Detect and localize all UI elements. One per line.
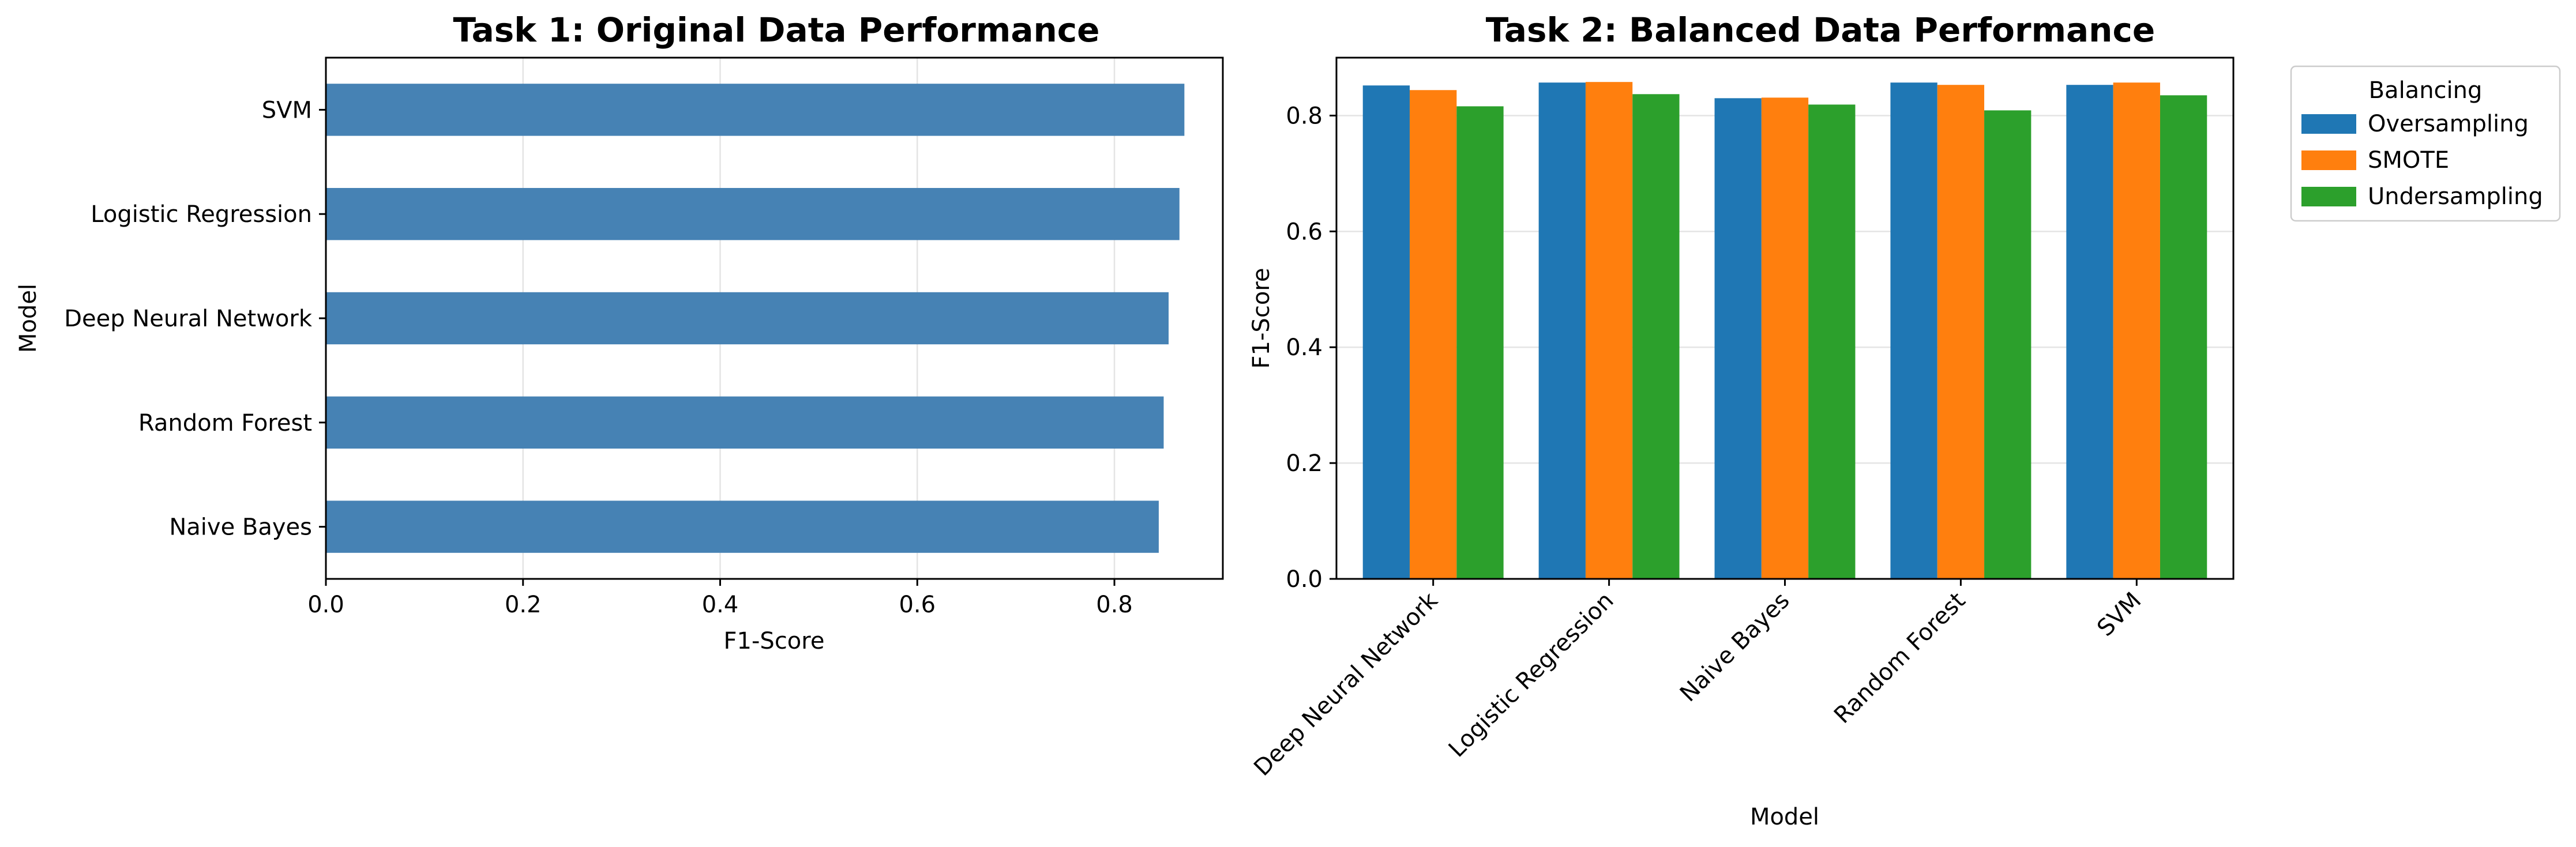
chart2-y-axis-label: F1-Score — [1248, 268, 1275, 369]
chart1-bars — [326, 84, 1185, 553]
legend-items: Oversampling SMOTE Undersampling — [2301, 111, 2543, 210]
chart1-bar — [326, 188, 1180, 240]
chart2-legend: Balancing Oversampling SMOTE Undersampling — [2290, 65, 2561, 222]
chart2-bar — [2113, 82, 2160, 579]
chart1-x-tick-label: 0.0 — [307, 592, 344, 618]
chart2-bar — [1362, 85, 1410, 579]
chart2-x-tick-label: Random Forest — [1829, 588, 1970, 729]
chart2-y-tick-label: 0.6 — [1286, 219, 1323, 245]
chart2-y-ticks: 0.0 0.2 0.4 0.6 0.8 — [1286, 103, 1336, 593]
chart2-bar — [1632, 94, 1680, 579]
chart1-bar — [326, 500, 1159, 553]
chart2-x-axis-label: Model — [1750, 804, 1819, 830]
chart2-bar — [1761, 97, 1809, 579]
chart1-x-tick-label: 0.6 — [899, 592, 936, 618]
chart2-bar — [2066, 85, 2113, 579]
chart1-y-tick-label: Deep Neural Network — [64, 306, 313, 332]
chart1-bar — [326, 292, 1169, 345]
legend-swatch — [2301, 114, 2356, 134]
chart2-x-ticks: Deep Neural Network Logistic Regression Na… — [1249, 579, 2146, 781]
chart2-bar — [1538, 82, 1586, 579]
chart2-bar — [1585, 82, 1633, 579]
chart2-y-tick-label: 0.0 — [1286, 566, 1323, 593]
chart1-x-tick-label: 0.2 — [505, 592, 542, 618]
chart1-y-tick-label: Naive Bayes — [169, 514, 312, 541]
chart-task1: Task 1: Original Data Performance 0.0 0.2… — [15, 10, 1224, 654]
chart2-bar — [1714, 98, 1762, 579]
chart1-y-tick-label: Random Forest — [138, 410, 312, 436]
chart2-x-tick-label: Logistic Regression — [1444, 588, 1619, 763]
legend-title: Balancing — [2369, 77, 2483, 104]
chart1-x-tick-label: 0.8 — [1096, 592, 1133, 618]
chart2-bar — [1984, 110, 2031, 579]
chart2-y-tick-label: 0.2 — [1286, 450, 1323, 477]
chart1-x-axis-label: F1-Score — [724, 628, 825, 654]
chart2-bar — [1808, 104, 1856, 579]
chart1-bar — [326, 84, 1185, 136]
chart2-bar — [2160, 95, 2207, 579]
chart2-x-tick-label: SVM — [2092, 588, 2146, 642]
legend-frame — [2290, 65, 2561, 222]
chart1-y-axis-label: Model — [15, 284, 42, 353]
legend-label: Undersampling — [2368, 183, 2543, 210]
chart1-y-tick-label: Logistic Regression — [91, 201, 312, 228]
chart2-bar — [1937, 85, 1985, 579]
chart1-y-tick-label: SVM — [262, 97, 312, 123]
legend-label: SMOTE — [2368, 147, 2449, 174]
chart2-bar — [1410, 90, 1457, 579]
chart1-y-ticks: Naive Bayes Random Forest Deep Neural Netw… — [64, 97, 326, 541]
legend-swatch — [2301, 187, 2356, 206]
chart2-x-tick-label: Deep Neural Network — [1249, 587, 1443, 781]
chart2-y-tick-label: 0.4 — [1286, 334, 1323, 361]
chart-task2: Task 2: Balanced Data Performance Deep N… — [1248, 10, 2235, 830]
chart1-x-tick-label: 0.4 — [702, 592, 739, 618]
chart1-x-ticks: 0.0 0.2 0.4 0.6 0.8 — [307, 579, 1133, 618]
chart2-bars — [1362, 82, 2207, 579]
chart1-title: Task 1: Original Data Performance — [453, 10, 1099, 50]
legend-swatch — [2301, 150, 2356, 170]
chart2-y-tick-label: 0.8 — [1286, 103, 1323, 129]
chart1-bar — [326, 396, 1164, 449]
chart2-bar — [1456, 106, 1504, 579]
chart2-x-tick-label: Naive Bayes — [1675, 588, 1795, 707]
legend-label: Oversampling — [2368, 111, 2529, 137]
chart2-bar — [1890, 82, 1937, 579]
chart2-title: Task 2: Balanced Data Performance — [1486, 10, 2155, 50]
